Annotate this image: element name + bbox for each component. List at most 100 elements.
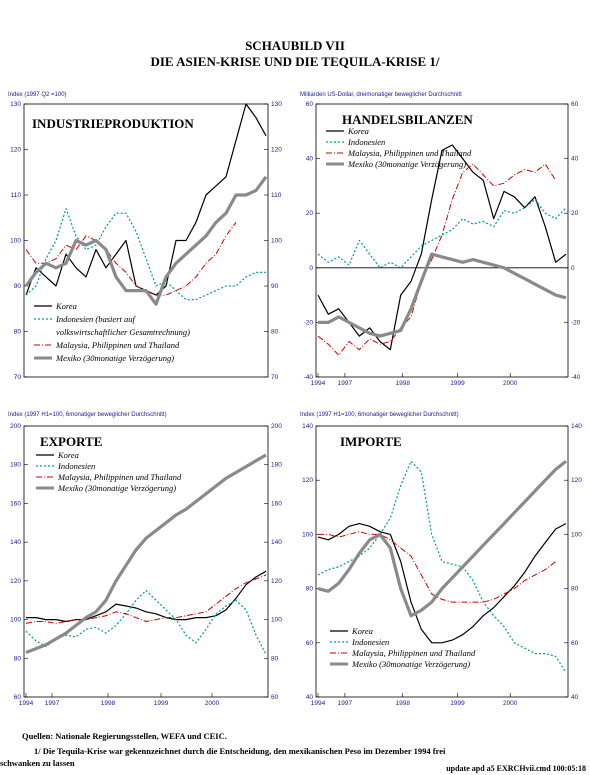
footer-note-line1: 1/ Die Tequila-Krise war gekennzeichnet … bbox=[34, 746, 446, 756]
axis-unit-label: Milliarden US-Dollar, dreimonatiger bewe… bbox=[300, 92, 462, 98]
y-tick-label-right: 100 bbox=[271, 617, 282, 624]
x-tick-label: 1997 bbox=[45, 700, 60, 707]
y-tick-label-right: 80 bbox=[271, 329, 279, 336]
legend-label: Korea bbox=[351, 626, 373, 636]
y-tick-label-left: 130 bbox=[10, 101, 21, 108]
y-tick-label-right: 80 bbox=[571, 586, 579, 593]
y-tick-label-right: 140 bbox=[271, 539, 282, 546]
y-tick-label-right: 110 bbox=[271, 192, 282, 199]
legend-label: Indonesien bbox=[351, 637, 389, 647]
legend-label: Malaysia, Philippinen und Thailand bbox=[55, 340, 180, 350]
y-tick-label-left: -20 bbox=[304, 319, 314, 326]
x-tick-label: 1994 bbox=[19, 700, 34, 707]
y-tick-label-left: 100 bbox=[10, 238, 21, 245]
y-tick-label-right: 20 bbox=[571, 210, 579, 217]
y-tick-label-left: 40 bbox=[306, 156, 314, 163]
legend-label: Korea bbox=[55, 301, 77, 311]
series-line-4 bbox=[25, 453, 267, 654]
y-tick-label-left: 140 bbox=[10, 539, 21, 546]
y-tick-label-right: 0 bbox=[571, 265, 575, 272]
chart-title: IMPORTE bbox=[340, 434, 402, 449]
x-tick-label: 1999 bbox=[450, 700, 465, 707]
y-tick-label-right: 100 bbox=[271, 238, 282, 245]
figure-subtitle: DIE ASIEN-KRISE UND DIE TEQUILA-KRISE 1/ bbox=[150, 54, 440, 69]
series-line-3 bbox=[317, 163, 557, 356]
y-tick-label-left: 110 bbox=[11, 192, 22, 199]
x-tick-label: 1997 bbox=[338, 380, 353, 387]
series-line-2 bbox=[317, 198, 567, 269]
series-line-2 bbox=[25, 589, 267, 655]
x-tick-label: 1994 bbox=[311, 700, 326, 707]
series-line-1 bbox=[317, 523, 567, 644]
y-tick-label-right: 60 bbox=[571, 101, 579, 108]
y-tick-label-left: 80 bbox=[14, 329, 22, 336]
y-tick-label-left: 60 bbox=[14, 694, 22, 701]
chart-panel-2: Milliarden US-Dollar, dreimonatiger bewe… bbox=[300, 92, 581, 387]
x-tick-label: 1998 bbox=[395, 380, 410, 387]
y-tick-label-right: 120 bbox=[271, 147, 282, 154]
y-tick-label-left: 160 bbox=[10, 500, 21, 507]
chart-panel-3: Index (1997 H1=100, 6monatiger beweglich… bbox=[8, 412, 282, 707]
legend-label: Indonesien (basiert auf bbox=[55, 314, 136, 324]
y-tick-label-right: 120 bbox=[271, 578, 282, 585]
y-tick-label-right: 90 bbox=[271, 283, 279, 290]
chart-panel-1: Index (1997 Q2 =100) 70 70 80 80 90 90 100 100 11… bbox=[8, 92, 282, 381]
y-tick-label-right: 100 bbox=[571, 531, 582, 538]
chart-title: HANDELSBILANZEN bbox=[342, 112, 473, 127]
footer-note-line2: schwanken zu lassen bbox=[0, 758, 75, 768]
legend-label: Indonesien bbox=[57, 461, 95, 471]
y-tick-label-right: 70 bbox=[271, 374, 279, 381]
legend-label: Malaysia, Philippinen und Thailand bbox=[351, 648, 476, 658]
x-tick-label: 1997 bbox=[338, 700, 353, 707]
y-tick-label-right: 130 bbox=[271, 101, 282, 108]
y-tick-label-right: 40 bbox=[571, 156, 579, 163]
x-tick-label: 2000 bbox=[205, 700, 220, 707]
axis-unit-label: Index (1997 H1=100, 6monatiger beweglich… bbox=[8, 412, 167, 418]
series-line-4 bbox=[317, 459, 567, 618]
x-tick-label: 1999 bbox=[154, 700, 169, 707]
legend-label: Malaysia, Philippinen und Thailand bbox=[57, 472, 182, 482]
y-tick-label-left: 120 bbox=[10, 578, 21, 585]
y-tick-label-left: 180 bbox=[10, 462, 21, 469]
x-tick-label: 1998 bbox=[101, 700, 116, 707]
y-tick-label-right: -40 bbox=[571, 374, 581, 381]
x-tick-label: 1994 bbox=[311, 380, 326, 387]
x-tick-label: 1998 bbox=[395, 700, 410, 707]
legend-label: Mexiko (30monatige Verzögerung) bbox=[55, 353, 174, 363]
legend-label: Malaysia, Philippinen und Thailand bbox=[347, 148, 472, 158]
y-tick-label-left: 100 bbox=[10, 617, 21, 624]
plot-frame bbox=[23, 425, 269, 698]
legend-label: Korea bbox=[57, 450, 79, 460]
y-tick-label-right: 60 bbox=[271, 694, 279, 701]
axis-unit-label: Index (1997 Q2 =100) bbox=[8, 92, 67, 98]
y-tick-label-left: 0 bbox=[309, 265, 313, 272]
y-tick-label-left: 80 bbox=[306, 586, 314, 593]
x-tick-label: 1999 bbox=[450, 380, 465, 387]
legend-label: Indonesien bbox=[347, 137, 385, 147]
plot-frame bbox=[315, 425, 569, 698]
y-tick-label-left: 120 bbox=[302, 477, 313, 484]
y-tick-label-right: -20 bbox=[571, 319, 581, 326]
y-tick-label-left: 90 bbox=[14, 283, 22, 290]
series-line-1 bbox=[317, 144, 567, 351]
y-tick-label-right: 160 bbox=[271, 500, 282, 507]
y-tick-label-right: 140 bbox=[571, 423, 582, 430]
legend-label: volkswirtschaftlicher Gesamtrechnung) bbox=[56, 327, 190, 337]
y-tick-label-left: 120 bbox=[10, 147, 21, 154]
series-line-4 bbox=[24, 175, 268, 306]
y-tick-label-left: 60 bbox=[306, 640, 314, 647]
axis-unit-label: Index (1997 H1=100, 6monatiger beweglich… bbox=[300, 412, 459, 418]
y-tick-label-left: 100 bbox=[302, 531, 313, 538]
y-tick-label-right: 120 bbox=[571, 477, 582, 484]
y-tick-label-left: 60 bbox=[306, 101, 314, 108]
y-tick-label-left: 140 bbox=[302, 423, 313, 430]
y-tick-label-left: 70 bbox=[14, 374, 22, 381]
series-line-1 bbox=[26, 570, 267, 623]
x-tick-label: 2000 bbox=[503, 380, 518, 387]
legend-label: Mexiko (30monatige Verzögerung) bbox=[351, 659, 470, 669]
legend: Korea Indonesien (basiert auf volkswirtsch… bbox=[34, 301, 190, 363]
y-tick-label-right: 40 bbox=[571, 694, 579, 701]
